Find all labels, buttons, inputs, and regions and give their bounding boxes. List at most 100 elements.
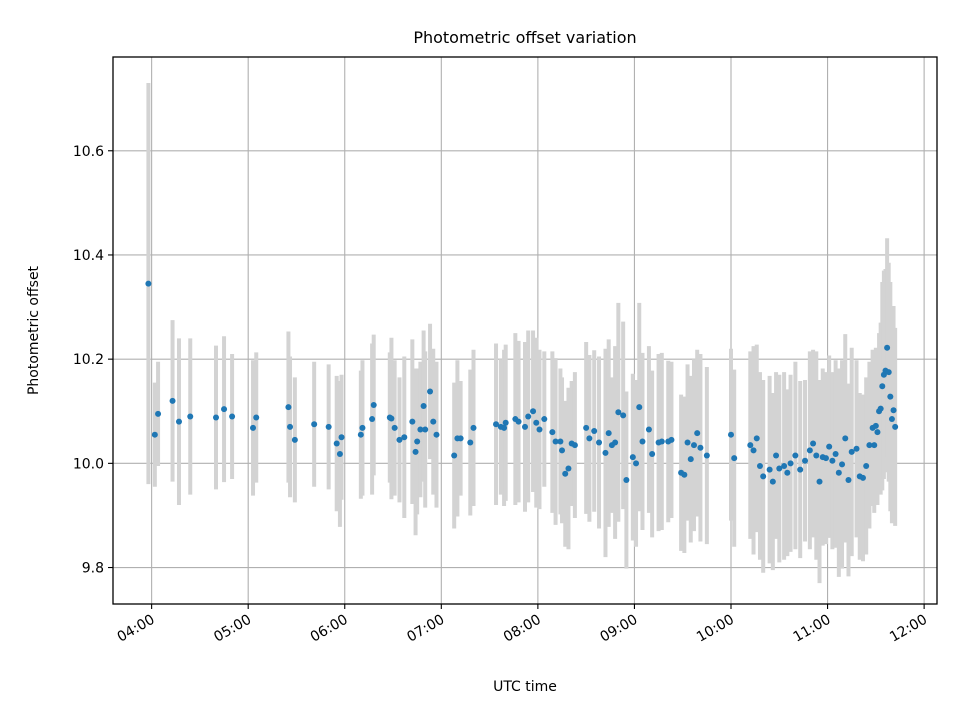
data-point xyxy=(541,416,548,423)
data-point xyxy=(792,452,799,459)
data-point xyxy=(285,404,292,411)
data-point xyxy=(151,431,158,438)
data-point xyxy=(311,421,318,428)
data-point xyxy=(623,477,630,484)
data-point xyxy=(773,452,780,459)
data-point xyxy=(536,426,543,433)
data-point xyxy=(433,431,440,438)
data-point xyxy=(369,416,376,423)
data-point xyxy=(633,460,640,467)
error-bars xyxy=(146,83,898,584)
data-point xyxy=(848,448,855,455)
data-point xyxy=(602,449,609,456)
data-point xyxy=(690,442,697,449)
data-point xyxy=(816,478,823,485)
data-point xyxy=(703,452,710,459)
data-point xyxy=(753,435,760,442)
data-point xyxy=(810,440,817,447)
data-point xyxy=(802,457,809,464)
data-point xyxy=(417,426,424,433)
x-tick-label: 12:00 xyxy=(887,612,930,646)
data-point xyxy=(781,462,788,469)
data-point xyxy=(888,416,895,423)
data-point xyxy=(430,418,437,425)
data-point xyxy=(175,418,182,425)
data-point xyxy=(333,440,340,447)
y-tick-label: 10.0 xyxy=(73,456,104,472)
data-point xyxy=(591,428,598,435)
data-point xyxy=(533,419,540,426)
data-point xyxy=(697,444,704,451)
data-point xyxy=(401,434,408,441)
data-point xyxy=(571,442,578,449)
data-point xyxy=(776,465,783,472)
data-point xyxy=(457,435,464,442)
data-point xyxy=(359,424,366,431)
chart-title: Photometric offset variation xyxy=(413,28,636,47)
data-point xyxy=(213,414,219,421)
data-point xyxy=(872,422,879,429)
y-axis-label: Photometric offset xyxy=(26,265,42,395)
data-point xyxy=(636,404,643,411)
x-axis-label: UTC time xyxy=(493,679,557,695)
data-point xyxy=(596,439,603,446)
data-point xyxy=(756,462,763,469)
data-point xyxy=(470,424,477,431)
data-point xyxy=(467,439,474,446)
data-point xyxy=(747,442,754,449)
data-point xyxy=(530,408,537,415)
data-point xyxy=(728,431,734,438)
data-point xyxy=(396,436,403,443)
data-point xyxy=(615,409,622,416)
data-point xyxy=(549,429,556,436)
data-point xyxy=(502,419,509,426)
data-point xyxy=(325,423,332,430)
data-point xyxy=(155,410,162,417)
data-point xyxy=(169,397,176,404)
data-point xyxy=(639,438,646,445)
data-point xyxy=(822,455,829,462)
data-point xyxy=(845,477,852,484)
data-point xyxy=(629,454,636,461)
data-point xyxy=(422,426,429,433)
data-point xyxy=(412,448,419,455)
data-point xyxy=(842,435,849,442)
data-point xyxy=(649,450,656,457)
data-point xyxy=(557,438,564,445)
data-point xyxy=(522,423,528,430)
data-point xyxy=(145,280,152,287)
data-point xyxy=(552,438,559,445)
x-tick-label: 08:00 xyxy=(501,612,544,646)
x-tick-label: 09:00 xyxy=(597,612,640,646)
data-point xyxy=(668,436,675,443)
data-point xyxy=(583,424,590,431)
plot-frame xyxy=(112,56,938,605)
data-point xyxy=(427,388,434,395)
data-point xyxy=(839,461,846,468)
data-point xyxy=(338,434,345,441)
data-point xyxy=(370,401,377,408)
data-point xyxy=(687,456,694,463)
data-point xyxy=(826,443,833,450)
data-point xyxy=(887,393,894,400)
data-point xyxy=(221,406,228,413)
data-point xyxy=(787,460,794,467)
data-point xyxy=(357,431,364,438)
data-point xyxy=(797,466,804,473)
data-point xyxy=(515,418,522,425)
data-point xyxy=(694,430,701,437)
x-tick-label: 06:00 xyxy=(308,612,351,646)
x-tick-label: 07:00 xyxy=(404,612,447,646)
data-point xyxy=(250,424,257,431)
data-point xyxy=(879,383,886,390)
y-tick-label: 9.8 xyxy=(82,561,104,577)
data-point xyxy=(229,413,236,420)
data-point xyxy=(866,442,873,449)
data-point xyxy=(586,435,593,442)
data-points xyxy=(145,280,899,485)
data-point xyxy=(835,469,842,476)
data-point xyxy=(813,452,820,459)
y-tick-label: 10.4 xyxy=(73,248,104,264)
data-point xyxy=(253,414,260,421)
data-point xyxy=(658,438,665,445)
